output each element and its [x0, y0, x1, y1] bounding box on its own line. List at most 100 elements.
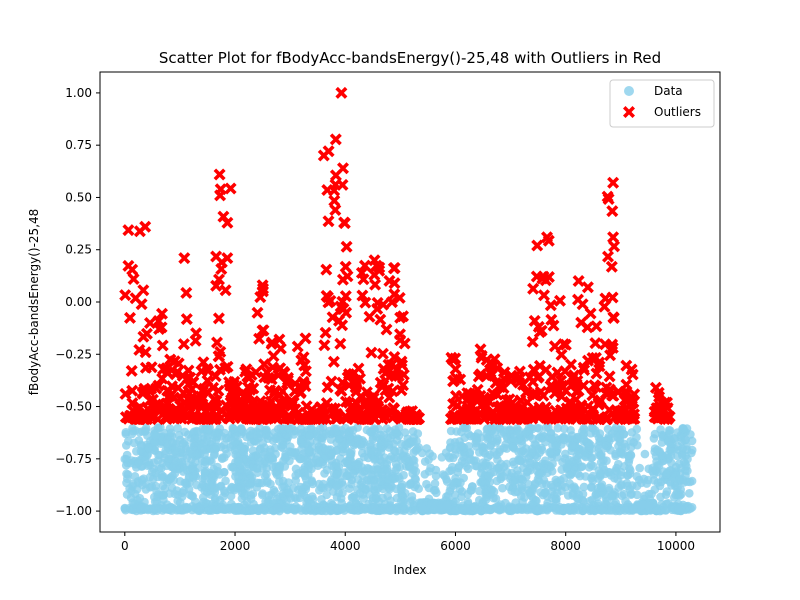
- data-point: [687, 436, 697, 446]
- outlier-point: [217, 210, 230, 223]
- outlier-point: [559, 384, 572, 397]
- outlier-point: [387, 262, 400, 275]
- outlier-point: [214, 189, 227, 202]
- data-point: [269, 506, 278, 516]
- data-point: [144, 443, 153, 452]
- data-point: [437, 453, 447, 462]
- data-point: [121, 461, 131, 470]
- data-point: [179, 467, 188, 476]
- data-point: [566, 426, 575, 435]
- data-point: [460, 423, 470, 432]
- outlier-point: [531, 371, 544, 384]
- outlier-point: [357, 409, 370, 422]
- data-point: [179, 486, 188, 496]
- data-point: [619, 489, 629, 499]
- data-point: [254, 504, 263, 513]
- data-point: [431, 471, 441, 481]
- outlier-point: [320, 263, 333, 276]
- outlier-point: [321, 291, 334, 304]
- data-point: [245, 506, 254, 516]
- outlier-point: [256, 324, 269, 337]
- data-point: [226, 491, 236, 501]
- data-point: [129, 438, 139, 448]
- data-point: [334, 462, 344, 472]
- data-point: [664, 426, 674, 435]
- data-point: [505, 426, 515, 436]
- outlier-point: [319, 326, 332, 339]
- outlier-point: [514, 394, 527, 407]
- outlier-point: [380, 323, 393, 336]
- data-point: [136, 447, 146, 456]
- outlier-point: [322, 215, 335, 228]
- data-point: [262, 469, 271, 479]
- data-point: [454, 461, 464, 471]
- outlier-point: [212, 312, 225, 325]
- data-point: [400, 428, 410, 437]
- outlier-point: [161, 367, 174, 380]
- data-point: [136, 440, 146, 450]
- data-point: [385, 426, 395, 436]
- outlier-point: [129, 292, 142, 305]
- data-point: [538, 479, 547, 489]
- outlier-point: [338, 216, 351, 229]
- outlier-point: [590, 367, 603, 380]
- data-point: [207, 483, 217, 492]
- data-point: [386, 496, 395, 505]
- y-axis: −1.00 −0.75 −0.50 −0.25 0.00 0.25 0.50 0.75 1.00: [55, 86, 100, 518]
- data-point: [207, 506, 216, 515]
- legend-box: [609, 79, 715, 128]
- data-point: [422, 479, 431, 489]
- outlier-point: [219, 362, 232, 375]
- outlier-point: [371, 408, 384, 421]
- data-point: [134, 458, 143, 468]
- outlier-point: [119, 289, 132, 302]
- data-point: [169, 475, 178, 485]
- data-point: [160, 504, 170, 514]
- outlier-point: [213, 273, 225, 286]
- data-point: [346, 437, 356, 447]
- data-point: [262, 428, 271, 438]
- data-point: [483, 435, 493, 444]
- data-point: [533, 461, 543, 471]
- outlier-point: [216, 405, 229, 418]
- data-point: [246, 491, 256, 500]
- outlier-point: [137, 284, 150, 297]
- outlier-point: [183, 387, 196, 400]
- data-point: [390, 447, 400, 456]
- outlier-point: [291, 340, 304, 353]
- data-point: [443, 501, 452, 510]
- outlier-point: [526, 388, 539, 401]
- outlier-point: [533, 326, 546, 339]
- data-point: [597, 483, 606, 492]
- data-point: [484, 471, 494, 481]
- outlier-point: [164, 390, 177, 402]
- data-point: [448, 481, 458, 491]
- outlier-point: [486, 358, 499, 371]
- data-point: [594, 444, 604, 453]
- data-point: [451, 506, 460, 516]
- data-point: [222, 434, 231, 443]
- outlier-point: [156, 339, 169, 352]
- data-point: [310, 501, 319, 510]
- x-tick-label: 6000: [440, 539, 471, 553]
- outlier-point: [205, 410, 218, 423]
- data-point: [581, 472, 590, 481]
- data-point: [370, 502, 379, 512]
- data-point: [552, 504, 561, 513]
- outlier-point: [341, 270, 354, 283]
- data-point: [535, 448, 544, 458]
- data-point: [599, 503, 608, 512]
- outlier-point: [133, 413, 146, 425]
- data-point: [606, 445, 615, 455]
- outlier-point: [555, 348, 568, 361]
- data-point: [451, 445, 460, 454]
- outlier-point: [534, 385, 547, 398]
- outlier-point: [215, 256, 228, 269]
- legend-marker-data: [624, 86, 634, 96]
- outlier-point: [144, 317, 156, 329]
- data-point: [448, 462, 457, 472]
- y-tick-label: 0.25: [65, 243, 92, 257]
- data-point: [322, 490, 332, 500]
- data-point: [685, 489, 694, 498]
- data-point: [465, 448, 475, 457]
